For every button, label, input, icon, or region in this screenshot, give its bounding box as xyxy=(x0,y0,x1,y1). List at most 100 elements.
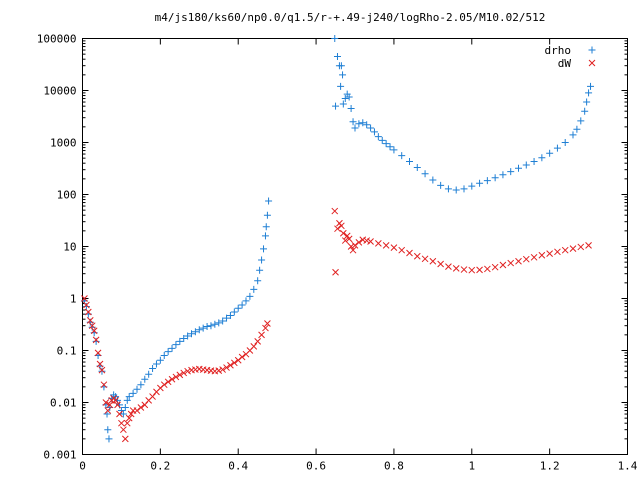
y-tick-label: 0.001 xyxy=(43,449,76,462)
data-point-drho xyxy=(242,297,250,305)
data-point-drho xyxy=(339,71,347,79)
data-point-dw xyxy=(390,244,398,252)
data-point-dw xyxy=(83,301,90,309)
y-tick-label: 1000 xyxy=(50,137,77,150)
x-tick-label: 0.6 xyxy=(306,460,326,473)
data-point-drho xyxy=(569,131,577,139)
data-point-drho xyxy=(421,170,429,178)
data-point-dw xyxy=(184,367,191,375)
data-point-dw xyxy=(359,236,367,244)
data-point-drho xyxy=(256,266,264,274)
x-tick-label: 1 xyxy=(468,460,475,473)
data-point-dw xyxy=(168,375,176,383)
data-point-drho xyxy=(250,285,258,293)
data-point-drho xyxy=(88,323,96,331)
data-point-dw xyxy=(149,393,156,400)
data-point-dw xyxy=(116,410,123,418)
data-point-drho xyxy=(333,53,341,61)
data-point-drho xyxy=(211,320,219,328)
x-tick-label: 0.2 xyxy=(150,460,170,473)
y-tick-label: 0.01 xyxy=(50,397,77,410)
data-point-dw xyxy=(334,225,341,233)
data-point-dw xyxy=(363,237,371,244)
data-point-drho xyxy=(378,136,386,144)
data-point-drho xyxy=(530,158,538,166)
data-point-dw xyxy=(530,253,538,261)
data-point-dw xyxy=(338,222,345,230)
data-point-drho xyxy=(215,319,223,327)
data-point-drho xyxy=(226,312,234,320)
data-point-drho xyxy=(238,301,246,309)
data-point-dw xyxy=(120,426,127,434)
x-tick-label: 0.4 xyxy=(228,460,248,473)
data-point-drho xyxy=(349,118,357,126)
data-point-drho xyxy=(152,360,160,368)
x-tick-label: 0.8 xyxy=(384,460,404,473)
data-point-dw xyxy=(561,246,569,254)
data-point-drho xyxy=(195,326,203,334)
data-point-drho xyxy=(483,177,491,185)
data-point-drho xyxy=(82,303,90,311)
data-point-dw xyxy=(262,324,269,332)
data-point-dw xyxy=(347,243,355,250)
data-point-dw xyxy=(437,260,444,268)
data-point-drho xyxy=(337,62,345,70)
data-point-drho xyxy=(390,146,398,154)
data-point-dw xyxy=(351,242,359,249)
data-point-dw xyxy=(84,308,92,316)
data-point-drho xyxy=(123,396,131,404)
data-point-dw xyxy=(254,337,262,345)
data-point-dw xyxy=(585,242,592,249)
y-tick-label: 10000 xyxy=(43,85,76,98)
data-point-dw xyxy=(343,232,351,240)
data-point-dw xyxy=(250,343,258,350)
data-point-drho xyxy=(121,404,129,412)
data-point-drho xyxy=(246,292,254,300)
data-point-drho xyxy=(491,174,499,182)
data-point-dw xyxy=(133,407,141,414)
data-point-dw xyxy=(114,401,121,409)
data-point-dw xyxy=(538,251,546,259)
data-point-drho xyxy=(522,161,530,169)
data-point-drho xyxy=(262,223,270,231)
data-point-dw xyxy=(90,327,98,335)
y-tick-label: 100 xyxy=(57,189,77,202)
data-point-dw xyxy=(100,381,108,389)
data-point-drho xyxy=(499,171,507,179)
data-point-drho xyxy=(351,124,359,132)
data-point-drho xyxy=(164,348,172,356)
data-point-dw xyxy=(227,361,234,369)
data-point-drho xyxy=(137,381,145,389)
data-point-dw xyxy=(522,255,530,263)
data-point-drho xyxy=(345,93,353,101)
data-point-drho xyxy=(133,385,141,393)
data-point-dw xyxy=(88,322,96,330)
data-point-dw xyxy=(491,263,499,271)
data-point-dw xyxy=(164,378,172,386)
data-point-dw xyxy=(125,414,133,422)
data-point-dw xyxy=(569,245,577,252)
data-point-drho xyxy=(468,182,476,190)
legend-marker-drho xyxy=(588,46,596,54)
data-point-drho xyxy=(129,389,137,397)
data-point-drho xyxy=(332,102,340,110)
data-point-dw xyxy=(499,261,507,269)
data-point-dw xyxy=(92,336,100,344)
data-point-drho xyxy=(92,337,100,345)
data-point-dw xyxy=(452,264,460,272)
data-point-drho xyxy=(515,164,522,172)
data-point-drho xyxy=(191,328,199,336)
data-point-dw xyxy=(349,246,357,254)
data-point-dw xyxy=(554,248,561,256)
data-point-drho xyxy=(337,82,345,90)
data-point-drho xyxy=(104,426,112,434)
legend-marker-dw xyxy=(588,59,596,67)
data-point-drho xyxy=(476,179,484,187)
data-point-drho xyxy=(184,332,192,340)
data-point-drho xyxy=(234,304,242,312)
data-point-dw xyxy=(106,401,114,409)
x-tick-label: 1.2 xyxy=(540,460,560,473)
data-point-dw xyxy=(264,320,271,327)
data-point-dw xyxy=(160,381,168,389)
data-point-drho xyxy=(577,117,585,125)
